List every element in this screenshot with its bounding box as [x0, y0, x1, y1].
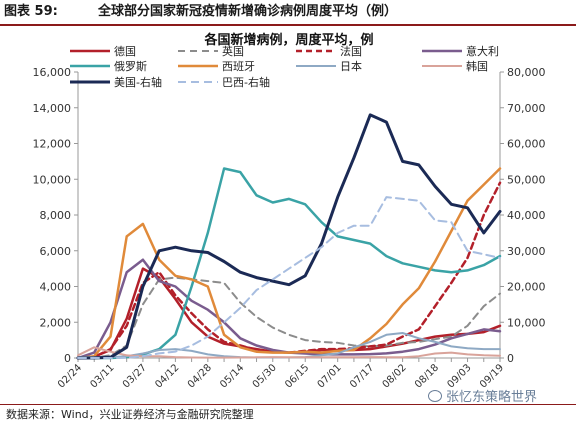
series-line-英国 — [77, 276, 501, 359]
caption-divider — [0, 24, 576, 26]
y-left-tick-label: 2,000 — [40, 316, 72, 329]
y-left-tick-label: 4,000 — [40, 281, 72, 294]
legend-label: 意大利 — [466, 44, 499, 58]
y-right-tick-label: 80,000 — [507, 66, 546, 79]
legend-label: 西班牙 — [222, 60, 255, 73]
series-line-巴西-右轴 — [77, 196, 501, 359]
x-tick-label: 07/17 — [348, 362, 376, 390]
y-left-tick-label: 8,000 — [40, 209, 72, 222]
chart-title: 各国新增病例，周度平均，例 — [203, 32, 373, 48]
x-tick-label: 04/28 — [186, 362, 214, 390]
legend-label: 日本 — [340, 59, 362, 73]
legend-label: 法国 — [340, 44, 362, 58]
series-line-俄罗斯 — [76, 167, 502, 360]
y-right-tick-label: 60,000 — [507, 138, 546, 151]
y-right-tick-label: 50,000 — [507, 173, 546, 186]
y-left-tick-label: 0 — [64, 352, 71, 365]
source-note: 数据来源：Wind，兴业证券经济与金融研究院整理 — [6, 408, 254, 421]
x-tick-label: 05/30 — [251, 362, 279, 390]
x-tick-label: 03/11 — [88, 362, 116, 390]
y-right-tick-label: 30,000 — [507, 245, 546, 258]
series-line-西班牙 — [76, 167, 502, 360]
legend-label: 巴西-右轴 — [222, 75, 270, 89]
y-right-tick-label: 20,000 — [507, 281, 546, 294]
watermark-text: 张忆东策略世界 — [446, 390, 538, 405]
x-tick-label: 07/01 — [316, 362, 344, 390]
y-left-tick-label: 6,000 — [40, 245, 72, 258]
legend-label: 英国 — [222, 44, 244, 58]
y-left-tick-label: 14,000 — [33, 102, 72, 115]
figure-number: 图表 59: — [4, 4, 58, 19]
series-line-美国-右轴 — [76, 113, 502, 360]
legend-label: 韩国 — [466, 59, 488, 73]
legend-label: 俄罗斯 — [114, 60, 147, 73]
line-chart: 各国新增病例，周度平均，例 0 2,000 4,000 6,000 8,000 10,000… — [33, 32, 546, 391]
x-tick-label: 02/24 — [56, 362, 84, 390]
y-right-tick-label: 70,000 — [507, 102, 546, 115]
figure-title: 全球部分国家新冠疫情新增确诊病例周度平均（例） — [98, 4, 398, 19]
y-right-tick-label: 10,000 — [507, 316, 546, 329]
y-left-tick-label: 12,000 — [33, 138, 72, 151]
x-tick-label: 08/02 — [381, 362, 409, 390]
figure-caption: 图表 59: 全球部分国家新冠疫情新增确诊病例周度平均（例） — [0, 0, 576, 26]
x-tick-label: 03/27 — [121, 362, 149, 390]
y-right-tick-label: 40,000 — [507, 209, 546, 222]
y-left-tick-label: 16,000 — [33, 66, 72, 79]
y-right-tick-label: 0 — [507, 352, 514, 365]
x-tick-label: 06/15 — [283, 362, 311, 390]
legend-label: 德国 — [114, 44, 136, 58]
wechat-icon — [428, 390, 442, 402]
footer-divider — [0, 404, 576, 405]
y-left-tick-label: 10,000 — [33, 173, 72, 186]
watermark: 张忆东策略世界 — [428, 386, 537, 405]
x-tick-label: 04/12 — [153, 362, 181, 390]
x-tick-label: 05/14 — [218, 362, 246, 390]
legend-label: 美国-右轴 — [114, 75, 162, 89]
